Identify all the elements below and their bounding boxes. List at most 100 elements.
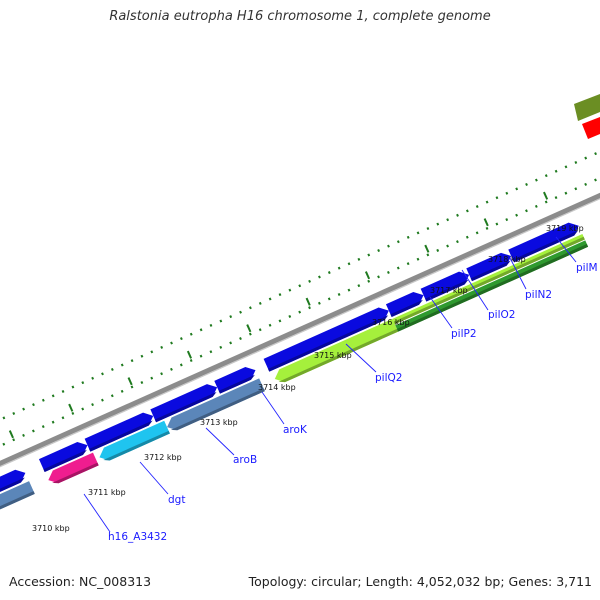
tick-dot [465, 235, 469, 239]
cds-forward-2 [38, 442, 88, 472]
tick-dot [71, 411, 75, 415]
gene-label-h16-a3432[interactable]: h16_A3432 [108, 531, 167, 543]
cds-forward-3-body [84, 412, 154, 452]
gene-leader-line [461, 269, 489, 311]
cds-forward-3 [84, 412, 154, 452]
tick-dot [170, 367, 173, 371]
cds-forward-4 [150, 384, 218, 423]
tick-dot [347, 288, 351, 292]
gene-label-arok[interactable]: aroK [283, 424, 308, 436]
tick-dot [446, 218, 450, 222]
tick-dot [396, 266, 400, 270]
gene-label-pilq2[interactable]: pilQ2 [375, 372, 402, 384]
tick-dot [456, 240, 459, 244]
cds-pil-upper-shade [393, 236, 585, 325]
cds-forward-8-body [420, 271, 470, 302]
tick-dot [179, 363, 183, 367]
tick-dot [426, 227, 430, 231]
tick-dot [120, 363, 124, 367]
tick-dot [327, 297, 331, 301]
gene-leader-line [429, 296, 453, 329]
cds-pilq2-shade [278, 328, 399, 383]
kbp-label: 3715 kbp [314, 351, 352, 360]
backbone-line [0, 192, 600, 467]
tick-dot [219, 319, 223, 323]
gene-leader-line [83, 493, 111, 533]
accession-text: Accession: NC_008313 [9, 574, 152, 589]
backbone-highlight [0, 198, 600, 468]
cds-h16-a3432 [48, 452, 99, 484]
tick-dot [41, 398, 45, 402]
cds-forward-5-body [214, 367, 256, 394]
tick-dot [298, 284, 302, 288]
tick-dot [515, 187, 519, 191]
tick-dot [160, 372, 163, 376]
cds-forward-6-body [263, 307, 389, 372]
tick-dot [337, 266, 341, 270]
gene-label-pilm[interactable]: pilM [576, 262, 598, 274]
tick-dot [574, 160, 578, 164]
cds-pil-lower-shade [396, 244, 589, 332]
tick-major [8, 430, 14, 439]
cds-forward-1-shade [0, 477, 25, 492]
tick-dot [544, 174, 548, 178]
tick-dot [525, 209, 528, 213]
tick-dot [317, 301, 321, 305]
tick-dot [81, 407, 85, 411]
tick-major [364, 271, 371, 280]
gene-label-dgt[interactable]: dgt [168, 494, 185, 506]
cds-forward-9-body [466, 252, 512, 282]
tick-major [424, 244, 430, 253]
tick-dot [150, 376, 154, 380]
tick-dot [2, 442, 6, 446]
tick-dot [436, 248, 440, 252]
tick-dot [229, 341, 233, 345]
tick-dot [120, 389, 124, 393]
tick-dot [574, 187, 578, 191]
tick-dot [110, 367, 114, 371]
tick-dot [179, 337, 183, 341]
tick-dot [258, 328, 262, 332]
tick-dot [564, 191, 568, 195]
cds-forward-2-body [38, 442, 88, 472]
cds-dgt-shade [103, 430, 170, 461]
tick-major [543, 191, 549, 200]
tick-dot [110, 394, 114, 398]
tick-dot [495, 222, 499, 226]
gene-label-pilp2[interactable]: pilP2 [451, 328, 477, 340]
cds-forward-1 [0, 469, 26, 492]
tick-dot [140, 381, 144, 385]
tick-dot [367, 253, 371, 257]
tick-dot [199, 328, 203, 332]
gene-label-piln2[interactable]: pilN2 [525, 289, 552, 301]
tick-dot [554, 169, 558, 173]
tick-dot [416, 257, 420, 261]
cds-forward-9 [466, 252, 512, 282]
tick-major [246, 324, 252, 333]
kbp-label: 3717 kbp [430, 286, 468, 295]
tick-dot [308, 306, 311, 310]
tick-dot [91, 403, 94, 407]
cds-forward-8 [420, 271, 470, 302]
gene-label-pilo2[interactable]: pilO2 [488, 309, 515, 321]
tick-dot [31, 429, 35, 433]
tick-major [127, 377, 133, 386]
tick-dot [564, 165, 568, 169]
gene-label-arob[interactable]: aroB [233, 454, 257, 466]
tick-dot [239, 310, 242, 314]
tick-dot [475, 204, 479, 209]
tick-dot [278, 319, 282, 323]
tick-dot [554, 196, 558, 200]
tick-dot [101, 372, 104, 376]
gene-leader-line [261, 391, 285, 425]
tick-dot [515, 213, 519, 217]
tick-dot [288, 288, 292, 292]
tick-dot [81, 381, 85, 385]
tick-dot [436, 222, 440, 226]
cds-forward-9-shade [470, 260, 511, 282]
tick-dot [239, 337, 242, 341]
cds-pil-lower [395, 240, 589, 332]
kbp-label: 3714 kbp [258, 383, 296, 392]
tick-dot [150, 350, 154, 354]
tick-dot [377, 275, 380, 279]
